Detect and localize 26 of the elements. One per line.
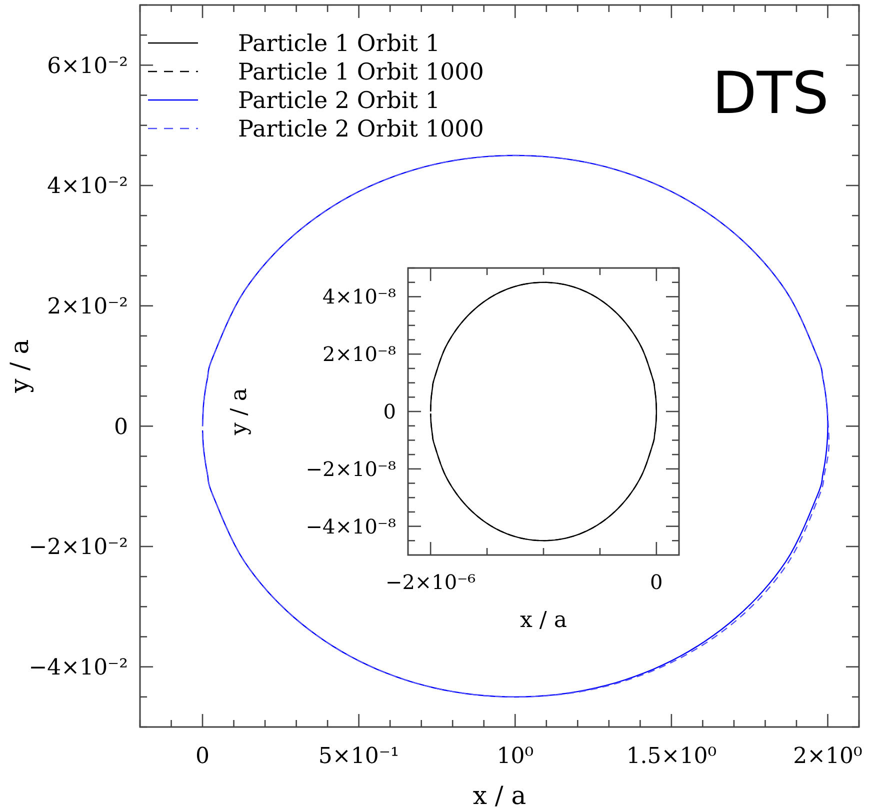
x-tick-label: −2×10⁻⁶ [385, 570, 476, 594]
x-tick-label: 5×10⁻¹ [318, 744, 400, 769]
y-axis-title: y / a [227, 388, 252, 436]
y-tick-label: −4×10⁻⁸ [306, 514, 396, 538]
x-axis-title: x / a [472, 781, 526, 810]
annotation: DTS [712, 59, 829, 127]
x-tick-label: 0 [196, 744, 210, 769]
legend-label: Particle 1 Orbit 1000 [238, 60, 484, 86]
y-tick-label: 6×10⁻² [47, 54, 128, 79]
y-tick-label: 4×10⁻² [47, 174, 128, 200]
legend-label: Particle 2 Orbit 1000 [238, 116, 484, 142]
x-tick-label: 2×10⁰ [793, 744, 863, 769]
y-tick-label: 4×10⁻⁸ [322, 284, 396, 309]
y-tick-label: 2×10⁻² [47, 294, 128, 320]
y-tick-label: −4×10⁻² [28, 656, 128, 681]
x-axis-title: x / a [520, 608, 567, 633]
y-tick-label: −2×10⁻² [28, 535, 128, 560]
y-tick-label: −2×10⁻⁸ [306, 456, 396, 481]
y-tick-label: 2×10⁻⁸ [322, 342, 396, 366]
x-tick-label: 10⁰ [496, 744, 534, 769]
y-tick-label: 0 [114, 414, 128, 440]
legend-label: Particle 1 Orbit 1 [238, 31, 440, 57]
x-tick-label: 1.5×10⁰ [626, 744, 717, 769]
legend-label: Particle 2 Orbit 1 [238, 88, 440, 114]
y-tick-label: 0 [383, 400, 396, 424]
y-axis-title: y / a [5, 339, 34, 394]
